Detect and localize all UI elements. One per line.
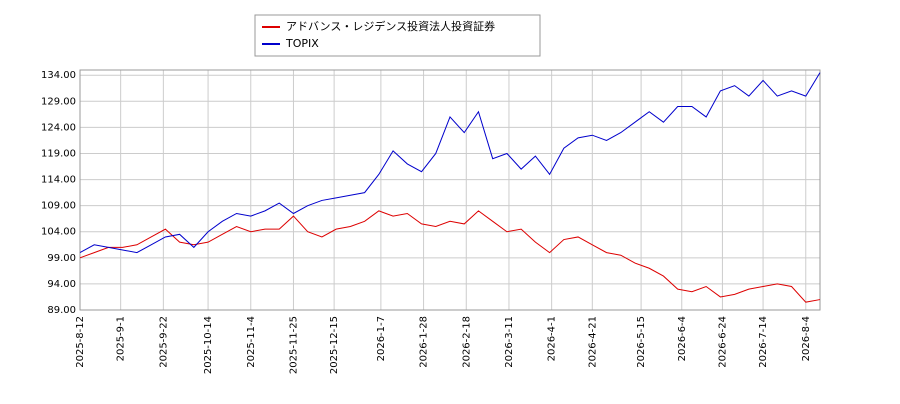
x-tick-label: 2026-5-15	[636, 316, 647, 368]
x-tick-label: 2025-9-1	[116, 316, 127, 361]
x-tick-label: 2026-1-7	[376, 316, 387, 361]
x-tick-label: 2026-4-1	[547, 316, 558, 361]
x-tick-label: 2026-2-18	[461, 316, 472, 368]
x-tick-label: 2026-7-14	[758, 316, 769, 368]
legend-label: TOPIX	[285, 37, 319, 50]
x-tick-label: 2026-3-11	[504, 316, 515, 368]
y-tick-label: 119.00	[41, 148, 76, 159]
x-tick-label: 2026-4-21	[587, 316, 598, 368]
x-tick-label: 2026-8-4	[801, 316, 812, 361]
x-tick-label: 2025-10-14	[203, 316, 214, 374]
series-line	[79, 210, 821, 303]
y-tick-label: 94.00	[47, 279, 76, 290]
y-tick-label: 124.00	[41, 122, 76, 133]
x-tick-label: 2025-12-15	[329, 316, 340, 374]
x-tick-label: 2025-11-25	[288, 316, 299, 374]
legend-label: アドバンス・レジデンス投資法人投資証券	[286, 19, 495, 33]
y-tick-label: 114.00	[41, 175, 76, 186]
x-tick-label: 2026-6-24	[717, 316, 728, 368]
y-tick-label: 99.00	[47, 253, 76, 264]
series-line	[79, 72, 821, 254]
plot-frame	[79, 69, 821, 311]
x-tick-label: 2026-6-4	[677, 316, 688, 361]
x-tick-label: 2026-1-28	[419, 316, 430, 368]
y-tick-label: 89.00	[47, 305, 76, 316]
x-tick-label: 2025-11-4	[246, 316, 257, 368]
legend	[254, 14, 541, 57]
y-tick-label: 129.00	[41, 96, 76, 107]
x-tick-label: 2025-8-12	[75, 316, 86, 368]
y-tick-label: 104.00	[41, 227, 76, 238]
y-tick-label: 109.00	[41, 201, 76, 212]
x-tick-label: 2025-9-22	[158, 316, 169, 368]
y-tick-label: 134.00	[41, 70, 76, 81]
